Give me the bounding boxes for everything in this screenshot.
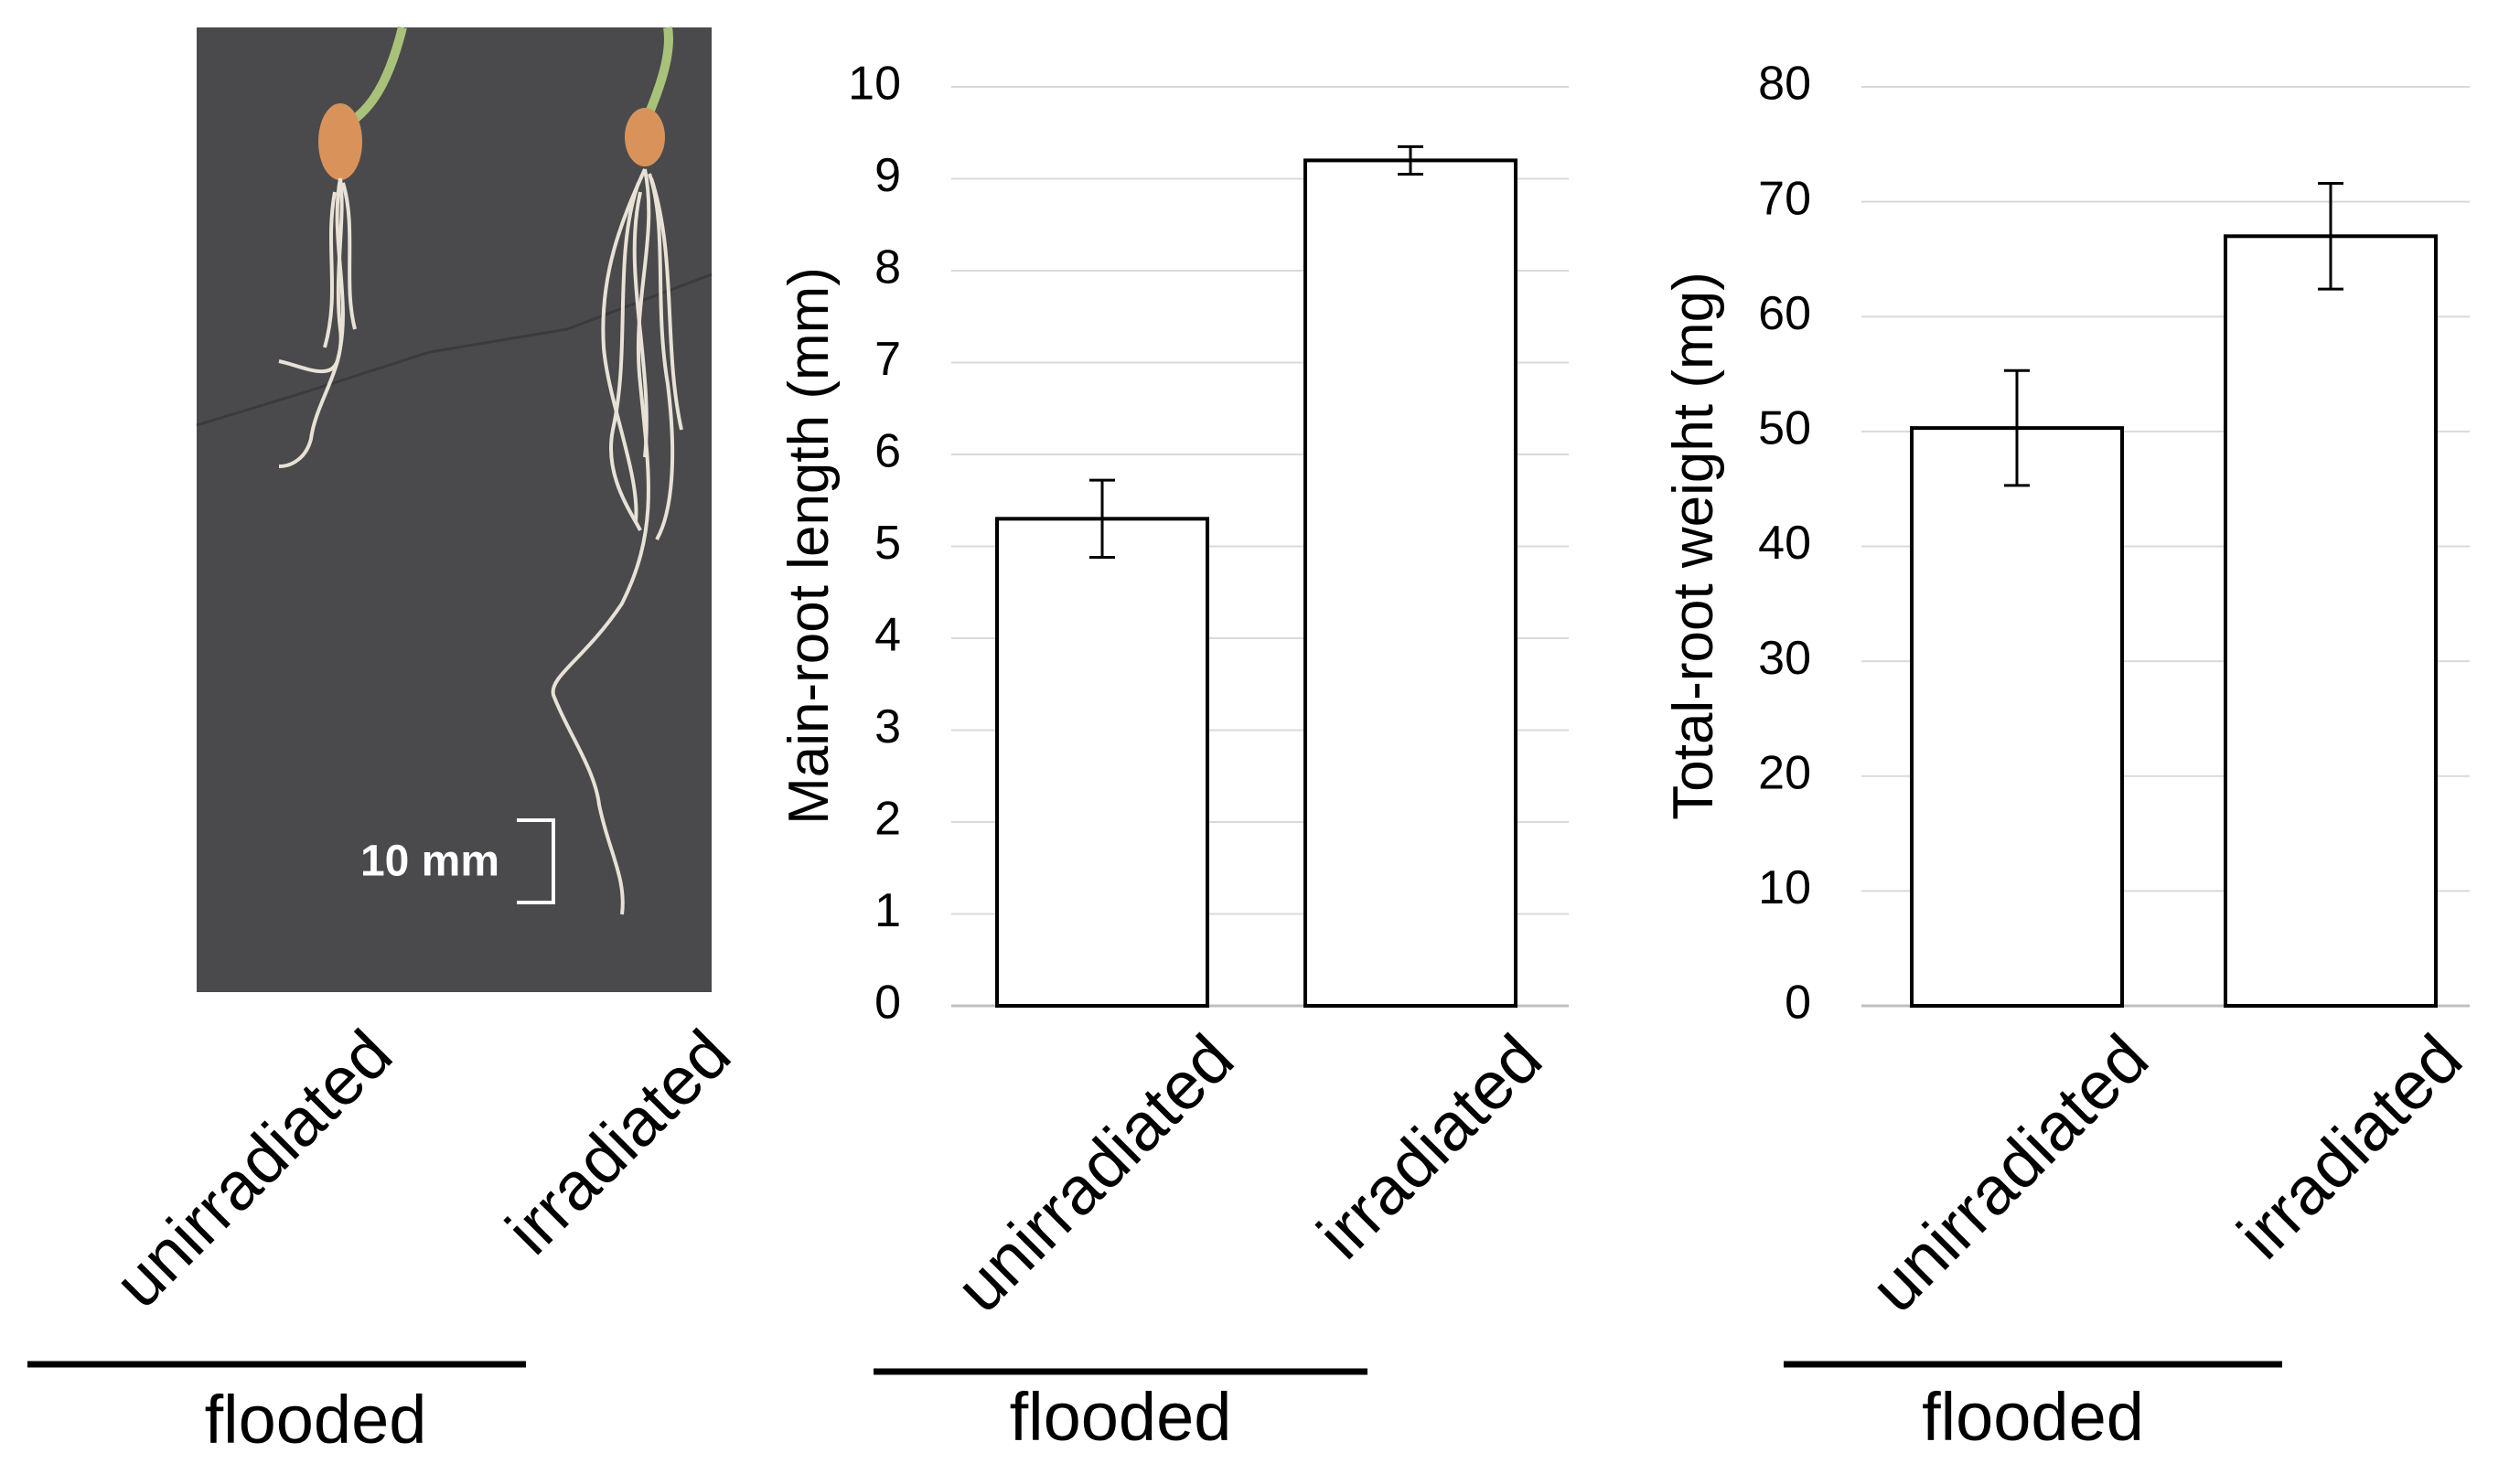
photo-label-unirradiated: unirradiated bbox=[100, 1016, 406, 1322]
y-tick-label: 40 bbox=[1758, 517, 1811, 570]
seed bbox=[318, 103, 362, 180]
photo-group-label: flooded bbox=[205, 1382, 427, 1458]
y-tick-label: 5 bbox=[874, 517, 901, 570]
y-tick-label: 50 bbox=[1758, 402, 1811, 455]
bar-unirradiated bbox=[995, 517, 1209, 1008]
y-axis-label: Main-root length (mm) bbox=[777, 267, 841, 825]
bars bbox=[1910, 234, 2438, 1008]
y-tick-label: 10 bbox=[848, 58, 901, 111]
group-label: flooded bbox=[1922, 1379, 2144, 1455]
chart-total-root-weight: 0 10 20 30 40 50 60 70 80 unirradiated irradiated… bbox=[1662, 58, 2476, 1455]
y-tick-label: 10 bbox=[1758, 861, 1811, 914]
y-tick-labels: 0 10 20 30 40 50 60 70 80 bbox=[1758, 58, 1811, 1030]
bars bbox=[995, 158, 1517, 1008]
photo-background bbox=[197, 27, 712, 992]
error-bars bbox=[2004, 182, 2343, 487]
y-tick-label: 2 bbox=[874, 793, 901, 846]
y-axis-label: Total-root weight (mg) bbox=[1662, 272, 1725, 820]
x-tick-labels: unirradiated irradiated bbox=[941, 1020, 1556, 1327]
chart-main-root-length: 0 1 2 3 4 5 6 7 8 9 10 unirradiated irradiated Main… bbox=[777, 58, 1569, 1455]
photo-label-irradiated: irradiated bbox=[491, 1016, 745, 1269]
scale-bar bbox=[517, 818, 555, 904]
x-tick-labels: unirradiated irradiated bbox=[1856, 1020, 2476, 1327]
y-tick-label: 9 bbox=[874, 149, 901, 202]
y-tick-label: 8 bbox=[874, 241, 901, 294]
y-tick-label: 6 bbox=[874, 425, 901, 478]
y-tick-label: 1 bbox=[874, 884, 901, 937]
error-bar-irradiated bbox=[2318, 182, 2343, 291]
bar-unirradiated bbox=[1910, 426, 2124, 1008]
y-tick-label: 70 bbox=[1758, 172, 1811, 225]
y-tick-label: 3 bbox=[874, 700, 901, 753]
y-tick-label: 0 bbox=[1785, 977, 1811, 1030]
seedling-irradiated bbox=[551, 27, 683, 915]
seedling-unirradiated bbox=[278, 26, 407, 468]
error-bar-unirradiated bbox=[1089, 478, 1115, 560]
y-tick-label: 7 bbox=[874, 333, 901, 386]
scale-bar-label: 10 mm bbox=[360, 838, 499, 886]
x-tick-label: irradiated bbox=[1303, 1020, 1556, 1274]
y-tick-label: 20 bbox=[1758, 746, 1811, 799]
y-tick-labels: 0 1 2 3 4 5 6 7 8 9 10 bbox=[848, 58, 901, 1030]
y-tick-label: 0 bbox=[874, 977, 901, 1030]
y-tick-label: 80 bbox=[1758, 58, 1811, 111]
bar-irradiated bbox=[2224, 234, 2438, 1008]
y-tick-label: 4 bbox=[874, 609, 901, 662]
x-tick-label: unirradiated bbox=[1856, 1020, 2162, 1327]
roots bbox=[278, 177, 357, 468]
error-bars bbox=[1089, 144, 1423, 560]
y-tick-label: 60 bbox=[1758, 287, 1811, 340]
bar-irradiated bbox=[1303, 158, 1517, 1008]
error-bar-unirradiated bbox=[2004, 368, 2030, 487]
x-tick-label: unirradiated bbox=[941, 1020, 1248, 1327]
photo-crack bbox=[196, 272, 713, 427]
roots bbox=[551, 168, 683, 915]
error-bar-irradiated bbox=[1398, 144, 1423, 176]
y-tick-label: 30 bbox=[1758, 632, 1811, 685]
seed bbox=[625, 108, 665, 166]
group-label: flooded bbox=[1010, 1379, 1232, 1455]
seedling-photo: 10 mm bbox=[196, 26, 713, 992]
x-tick-label: irradiated bbox=[2223, 1020, 2476, 1274]
